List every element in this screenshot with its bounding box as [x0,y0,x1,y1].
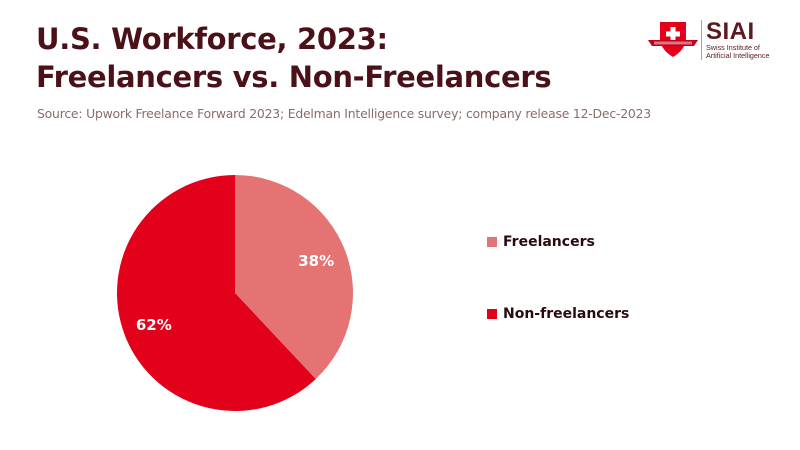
source-note: Source: Upwork Freelance Forward 2023; E… [37,106,651,121]
pie-labels: 38% 62% [136,252,334,334]
pie-slices [116,175,353,411]
logo-subtitle: Swiss Institute of Artificial Intelligen… [706,44,770,60]
legend-swatch-freelancers [487,237,497,247]
pie-slice-non-freelancers [116,175,316,411]
legend-swatch-non-freelancers [487,309,497,319]
logo-name: SIAI [706,18,755,45]
legend-item-non-freelancers: Non-freelancers [487,304,629,324]
pie-label-non-freelancers: 62% [136,316,172,334]
logo-text: SIAI Swiss Institute of Artificial Intel… [706,20,770,60]
chart-title-line-1: U.S. Workforce, 2023: [36,22,388,56]
siai-logo: SIAI Swiss Institute of Artificial Intel… [646,18,776,66]
swiss-cross-shield-icon [648,22,698,57]
pie-chart: 38% 62% [116,175,353,411]
chart-title: U.S. Workforce, 2023: Freelancers vs. No… [36,20,552,96]
logo-divider [701,20,702,60]
chart-legend: Freelancers Non-freelancers [487,232,629,376]
chart-title-line-2: Freelancers vs. Non-Freelancers [36,60,552,94]
logo-subtitle-line-2: Artificial Intelligence [706,51,770,60]
legend-label-non-freelancers: Non-freelancers [503,306,630,322]
legend-item-freelancers: Freelancers [487,232,629,252]
logo-subtitle-line-1: Swiss Institute of [706,43,760,52]
pie-label-freelancers: 38% [298,252,334,270]
legend-label-freelancers: Freelancers [503,234,595,250]
pie-slice-freelancers [235,175,353,380]
